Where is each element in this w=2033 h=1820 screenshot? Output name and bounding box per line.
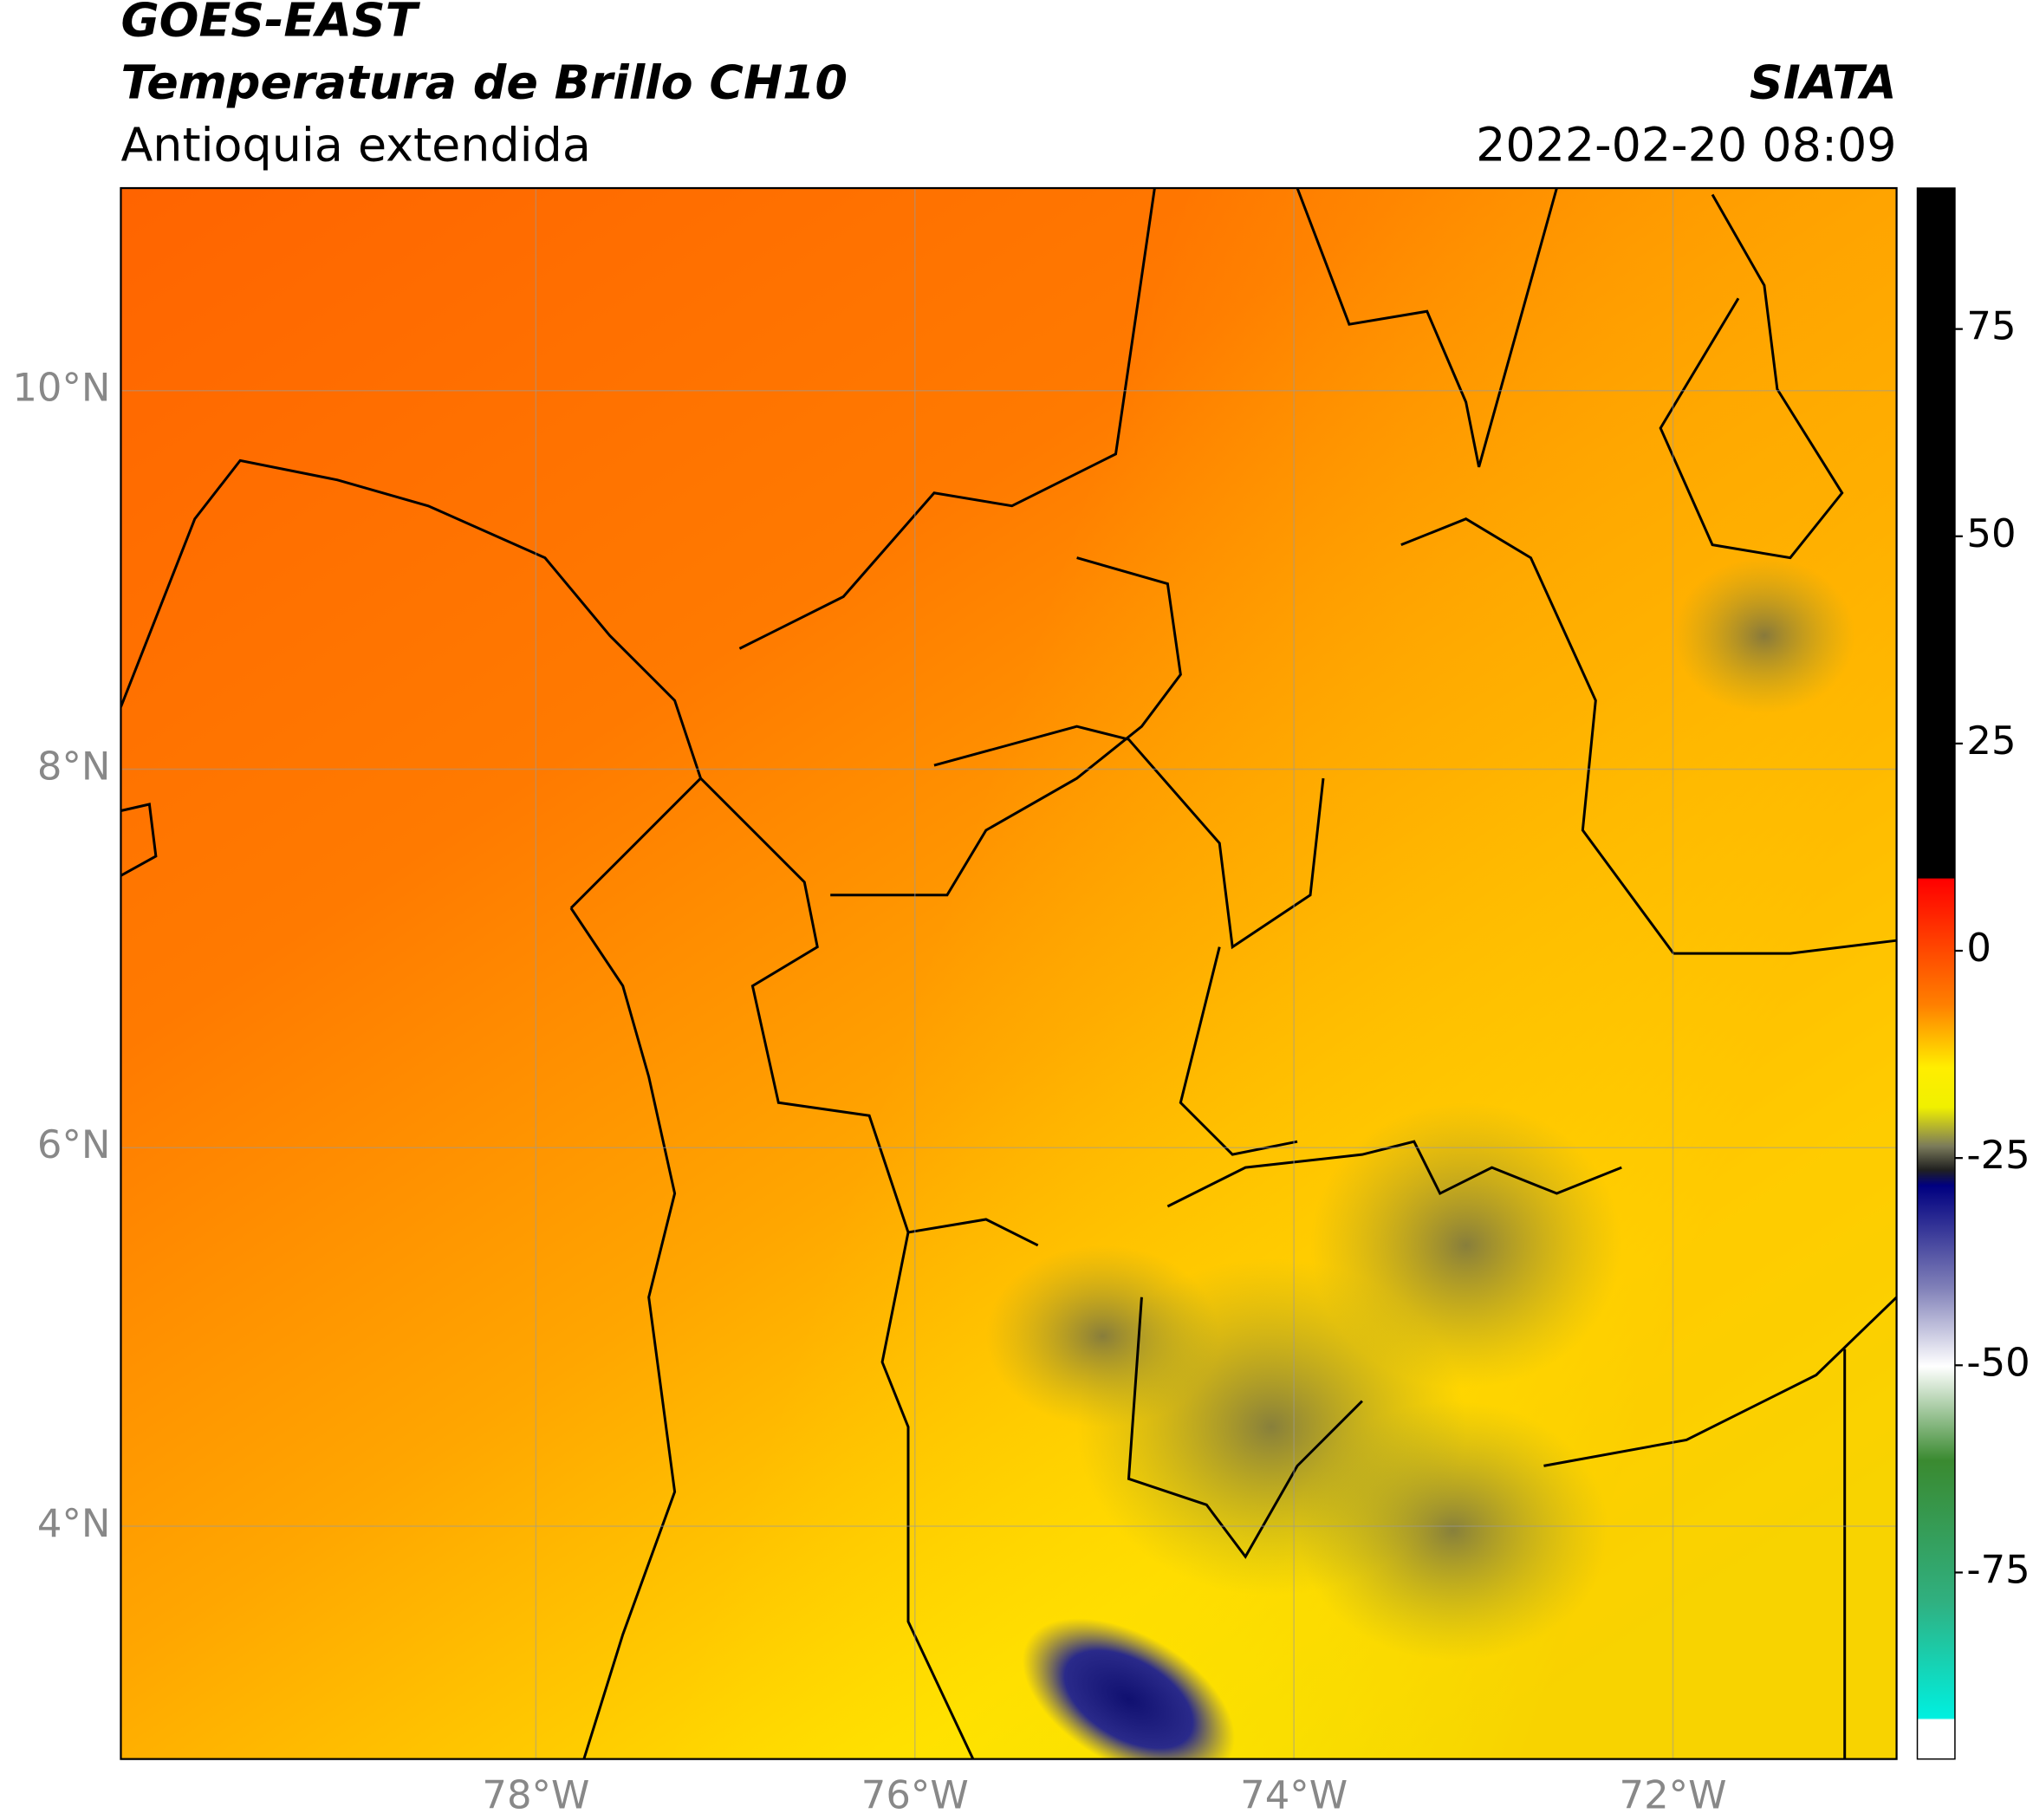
source: SIATA bbox=[1750, 55, 1897, 109]
datetime: 2022-02-20 08:09 bbox=[1476, 117, 1896, 172]
title: GOES-EAST bbox=[120, 0, 420, 48]
y-tick-label: 6°N bbox=[37, 1121, 111, 1167]
colorbar-tick-label: -50 bbox=[1966, 1339, 2030, 1385]
colorbar-tick-label: -75 bbox=[1966, 1546, 2030, 1592]
x-tick-label: 74°W bbox=[1240, 1772, 1348, 1818]
colorbar bbox=[1916, 187, 1956, 1760]
x-tick-label: 76°W bbox=[861, 1772, 969, 1818]
colorbar-tick-label: 50 bbox=[1966, 510, 2016, 556]
region: Antioquia extendida bbox=[120, 117, 590, 172]
x-tick-label: 72°W bbox=[1620, 1772, 1727, 1818]
y-tick-label: 10°N bbox=[12, 365, 110, 411]
subtitle: Temperatura de Brillo CH10 bbox=[120, 55, 848, 109]
y-tick-label: 8°N bbox=[37, 743, 111, 789]
y-tick-label: 4°N bbox=[37, 1500, 111, 1546]
colorbar-tick-label: -25 bbox=[1966, 1132, 2030, 1178]
colorbar-tick-label: 25 bbox=[1966, 718, 2016, 764]
colorbar-tick-label: 0 bbox=[1966, 925, 1991, 971]
map-frame bbox=[120, 186, 1898, 1760]
map-image bbox=[120, 188, 1897, 1759]
grid bbox=[120, 188, 1897, 1759]
x-tick-label: 78°W bbox=[482, 1772, 589, 1818]
colorbar-tick-label: 75 bbox=[1966, 303, 2016, 349]
